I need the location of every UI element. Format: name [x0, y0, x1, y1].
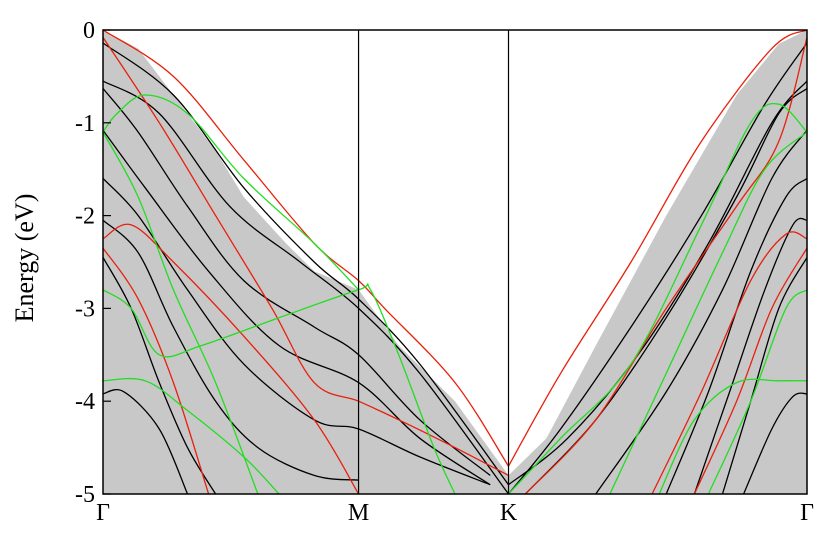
x-tick-label-1: M — [348, 500, 369, 526]
band-line-red-19 — [103, 247, 210, 494]
projected-bulk-band-region — [103, 30, 807, 494]
band-line-black-3 — [103, 129, 491, 486]
band-line-black-13 — [693, 217, 807, 494]
band-line-black-6 — [103, 257, 217, 494]
y-axis-ticks: 0 -1 -2 -3 -4 -5 — [75, 18, 111, 508]
band-line-green-28 — [508, 102, 807, 494]
band-line-red-17 — [103, 37, 509, 476]
band-line-black-7 — [103, 389, 189, 494]
band-line-red-16 — [103, 30, 510, 467]
band-line-black-12 — [665, 177, 807, 494]
band-line-green-30 — [707, 289, 807, 494]
plot-area — [103, 30, 807, 494]
y-tick-label-3: -3 — [75, 296, 95, 322]
band-line-black-2 — [103, 88, 491, 476]
y-tick-label-0: 0 — [83, 18, 95, 44]
band-line-black-14 — [721, 257, 807, 494]
band-line-black-4 — [103, 178, 491, 486]
band-line-red-22 — [651, 231, 807, 494]
band-line-red-23 — [693, 247, 807, 494]
band-line-red-18 — [103, 223, 360, 494]
y-tick-label-4: -4 — [75, 389, 95, 415]
high-symmetry-lines — [357, 30, 510, 494]
band-line-green-27 — [103, 377, 280, 494]
band-line-black-9 — [508, 80, 807, 486]
band-line-black-0 — [103, 42, 510, 486]
band-line-black-1 — [103, 80, 510, 494]
band-lines — [103, 30, 807, 494]
band-line-green-31 — [658, 378, 807, 494]
band-line-black-8 — [507, 42, 807, 494]
y-tick-label-2: -2 — [75, 204, 95, 230]
band-line-green-24 — [103, 94, 360, 291]
band-line-black-5 — [103, 219, 359, 481]
y-axis-title: Energy (eV) — [10, 194, 39, 323]
y-tick-label-5: -5 — [75, 482, 95, 508]
band-line-green-25 — [103, 131, 259, 494]
x-tick-label-3: Γ — [800, 500, 814, 526]
band-line-green-29 — [609, 131, 807, 494]
x-tick-label-0: Γ — [96, 500, 110, 526]
band-line-green-26 — [103, 283, 456, 494]
band-line-black-15 — [743, 392, 807, 494]
band-line-red-20 — [507, 30, 807, 467]
x-tick-label-2: K — [500, 500, 518, 526]
y-tick-label-1: -1 — [75, 111, 95, 137]
band-line-red-21 — [524, 37, 807, 494]
plot-frame — [102, 29, 808, 495]
